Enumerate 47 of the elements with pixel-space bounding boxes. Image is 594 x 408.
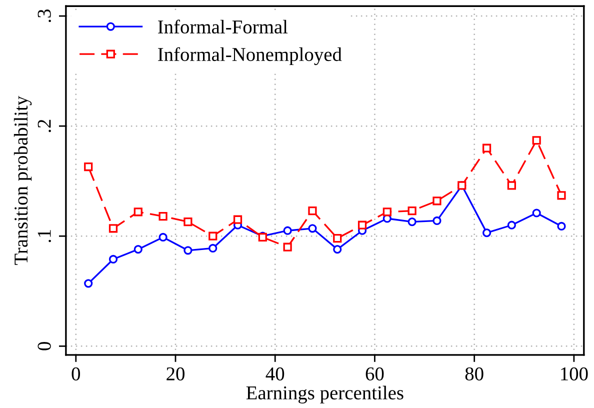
point bbox=[333, 234, 342, 243]
point bbox=[557, 191, 566, 200]
point bbox=[308, 206, 317, 216]
x-tick-label: 60 bbox=[366, 367, 384, 380]
x-tick-label: 100 bbox=[561, 367, 588, 380]
point bbox=[308, 224, 317, 233]
y-tick-label: .3 bbox=[38, 9, 51, 22]
x-tick-label: 0 bbox=[72, 367, 80, 380]
point bbox=[482, 144, 492, 152]
point bbox=[557, 222, 566, 231]
point bbox=[283, 242, 292, 252]
point bbox=[333, 245, 342, 254]
y-tick-label: .2 bbox=[38, 120, 51, 132]
point bbox=[233, 215, 242, 224]
point bbox=[408, 206, 416, 216]
point bbox=[108, 254, 118, 264]
point bbox=[432, 196, 442, 206]
point bbox=[158, 212, 168, 221]
point bbox=[84, 279, 93, 288]
point bbox=[408, 218, 416, 226]
point bbox=[184, 246, 192, 255]
point bbox=[532, 136, 541, 145]
point bbox=[134, 208, 142, 216]
point bbox=[208, 244, 218, 253]
point bbox=[432, 216, 442, 226]
x-tick-label: 80 bbox=[465, 367, 484, 380]
point bbox=[507, 181, 516, 190]
point bbox=[482, 228, 492, 238]
point bbox=[382, 208, 392, 216]
point bbox=[84, 162, 93, 172]
x-axis-title: Earnings percentiles bbox=[246, 386, 404, 404]
point bbox=[532, 208, 541, 218]
point bbox=[134, 245, 142, 254]
x-tick-label: 20 bbox=[166, 367, 184, 380]
point bbox=[108, 224, 118, 233]
point bbox=[208, 232, 218, 240]
point bbox=[283, 226, 292, 235]
point bbox=[184, 218, 192, 226]
x-tick-label: 40 bbox=[266, 367, 284, 380]
point bbox=[358, 220, 367, 230]
point bbox=[507, 220, 516, 230]
legend-label: Informal-Formal bbox=[158, 20, 288, 34]
point bbox=[158, 232, 168, 242]
y-tick-label: 0 bbox=[38, 342, 51, 350]
y-axis-title: Transition probability bbox=[14, 96, 32, 265]
y-tick-label: .1 bbox=[38, 230, 51, 242]
legend-label: Informal-Nonemployed bbox=[158, 47, 342, 66]
